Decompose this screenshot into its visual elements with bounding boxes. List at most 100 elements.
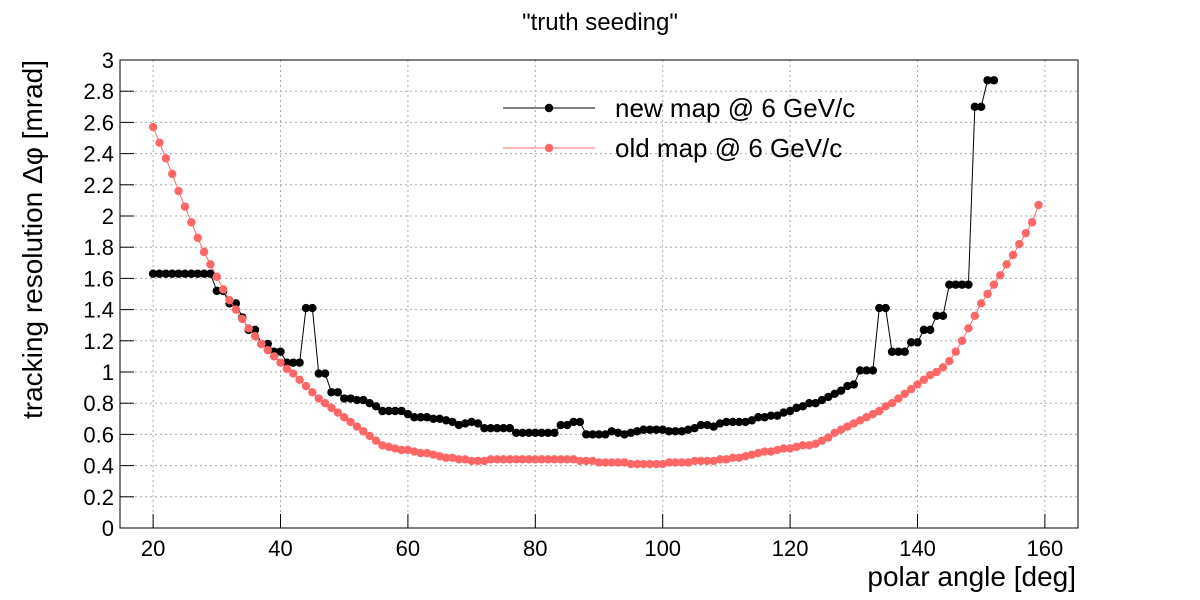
data-point (250, 331, 260, 341)
data-point (359, 395, 368, 405)
data-point (429, 414, 438, 423)
data-point (588, 456, 597, 466)
data-point (486, 455, 495, 464)
data-point (218, 285, 228, 294)
data-point (970, 311, 980, 321)
data-point (282, 358, 292, 367)
data-point (951, 347, 960, 356)
data-point (919, 325, 929, 335)
y-tick-label: 1.6 (83, 266, 114, 291)
y-tick-label: 3 (102, 48, 114, 73)
data-point (250, 325, 260, 335)
data-point (671, 427, 680, 436)
data-point (333, 388, 343, 397)
data-point (371, 402, 381, 411)
data-point (792, 403, 801, 413)
data-point (174, 269, 183, 278)
data-point (575, 417, 585, 427)
data-point (537, 428, 546, 438)
data-point (161, 269, 171, 278)
data-point (836, 386, 846, 395)
data-point (868, 366, 878, 375)
data-point (441, 453, 451, 462)
data-point (843, 422, 852, 431)
data-point (180, 202, 190, 211)
data-point (664, 458, 674, 467)
data-point (435, 414, 444, 423)
data-point (410, 447, 419, 456)
data-point (773, 411, 782, 420)
data-point (461, 419, 470, 428)
data-point (722, 455, 731, 464)
data-point (180, 269, 190, 278)
data-point (747, 416, 757, 425)
data-point (728, 453, 737, 462)
data-point (212, 272, 222, 282)
data-point (824, 433, 833, 442)
data-point (346, 417, 355, 427)
data-point (868, 409, 878, 419)
data-point (652, 459, 661, 469)
data-point (371, 436, 381, 445)
data-point (652, 425, 661, 434)
data-point (454, 420, 464, 430)
data-point (734, 453, 744, 462)
data-point (1034, 200, 1043, 210)
y-tick-label: 2.8 (83, 79, 114, 104)
data-point (518, 428, 527, 438)
data-point (161, 154, 171, 163)
data-point (486, 423, 495, 433)
y-tick-label: 2.2 (83, 173, 114, 198)
chart-title: "truth seeding" (522, 9, 678, 36)
data-point (633, 459, 642, 469)
x-tick-label: 160 (1027, 536, 1064, 561)
data-point (524, 455, 534, 464)
data-point (524, 428, 534, 438)
data-point (875, 406, 884, 416)
data-point (543, 455, 553, 464)
data-point (824, 392, 833, 402)
data-point (1015, 239, 1024, 249)
data-point (741, 417, 750, 427)
data-point (760, 413, 769, 422)
data-point (378, 441, 387, 450)
y-axis-label: tracking resolution Δφ [mrad] (17, 60, 48, 419)
data-point (798, 402, 808, 411)
data-point (480, 456, 489, 466)
y-tick-label: 1.2 (83, 329, 114, 354)
data-point (785, 406, 795, 416)
data-point (766, 411, 776, 420)
data-point (238, 314, 247, 324)
data-point (989, 280, 999, 289)
data-point (206, 260, 215, 269)
data-point (359, 427, 368, 436)
data-point (327, 403, 336, 413)
data-point (148, 269, 158, 278)
data-point (989, 76, 999, 85)
data-point (193, 233, 202, 243)
data-point (543, 428, 553, 438)
y-tick-label: 2.6 (83, 110, 114, 135)
data-point (467, 417, 476, 427)
x-tick-label: 140 (899, 536, 936, 561)
data-point (747, 450, 757, 459)
data-point (320, 369, 330, 378)
data-point (575, 456, 585, 466)
data-point (633, 427, 642, 436)
data-point (964, 280, 973, 289)
data-point (900, 389, 909, 399)
data-point (849, 380, 858, 389)
data-point (683, 458, 693, 467)
data-point (773, 445, 782, 455)
data-point (983, 76, 992, 85)
y-tick-label: 0.4 (83, 454, 114, 479)
data-point (505, 423, 515, 433)
data-point (499, 423, 508, 433)
y-tick-label: 1.8 (83, 235, 114, 260)
data-point (970, 102, 980, 112)
data-point (148, 122, 158, 132)
x-tick-label: 100 (644, 536, 681, 561)
x-tick-label: 80 (523, 536, 547, 561)
data-point (932, 311, 941, 321)
data-point (499, 455, 508, 464)
